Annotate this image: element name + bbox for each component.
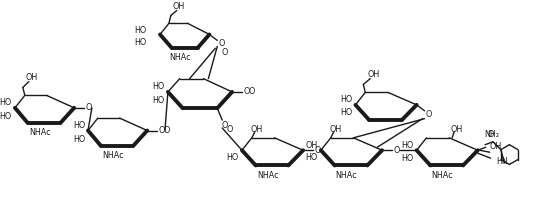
Text: NHAc: NHAc — [432, 171, 453, 180]
Text: O: O — [226, 125, 233, 134]
Text: NHAc: NHAc — [169, 53, 191, 62]
Text: OH: OH — [367, 70, 379, 79]
Text: NHAc: NHAc — [336, 171, 357, 180]
Text: O: O — [222, 48, 229, 57]
Text: HO: HO — [153, 83, 165, 92]
Text: HN: HN — [496, 157, 508, 166]
Text: O: O — [315, 146, 321, 155]
Text: HO: HO — [134, 38, 146, 47]
Text: O: O — [159, 126, 165, 135]
Text: HO: HO — [340, 96, 353, 104]
Text: O: O — [393, 146, 400, 155]
Text: OH: OH — [451, 125, 463, 135]
Text: OH: OH — [489, 142, 502, 151]
Text: HO: HO — [0, 98, 12, 107]
Text: HO: HO — [227, 153, 239, 162]
Text: OH: OH — [306, 141, 318, 150]
Text: NHAc: NHAc — [29, 128, 51, 137]
Text: OH: OH — [172, 2, 185, 11]
Text: HO: HO — [73, 121, 85, 130]
Text: HO: HO — [0, 112, 12, 121]
Text: O: O — [244, 87, 250, 97]
Text: HO: HO — [153, 96, 165, 105]
Text: HO: HO — [73, 135, 85, 144]
Text: O: O — [222, 121, 229, 131]
Text: HO: HO — [306, 153, 318, 162]
Text: NH₂: NH₂ — [484, 130, 499, 139]
Text: O: O — [488, 130, 494, 139]
Text: HO: HO — [402, 141, 413, 150]
Text: NHAc: NHAc — [257, 171, 279, 180]
Text: O: O — [86, 103, 92, 112]
Text: OH: OH — [329, 125, 342, 135]
Text: O: O — [164, 126, 170, 135]
Text: HO: HO — [340, 108, 353, 117]
Text: HO: HO — [402, 154, 413, 163]
Text: HO: HO — [134, 26, 146, 35]
Text: NHAc: NHAc — [102, 151, 123, 160]
Text: OH: OH — [25, 73, 38, 82]
Text: O: O — [249, 87, 255, 97]
Text: O: O — [218, 39, 224, 48]
Text: OH: OH — [251, 125, 263, 135]
Text: O: O — [425, 110, 432, 119]
